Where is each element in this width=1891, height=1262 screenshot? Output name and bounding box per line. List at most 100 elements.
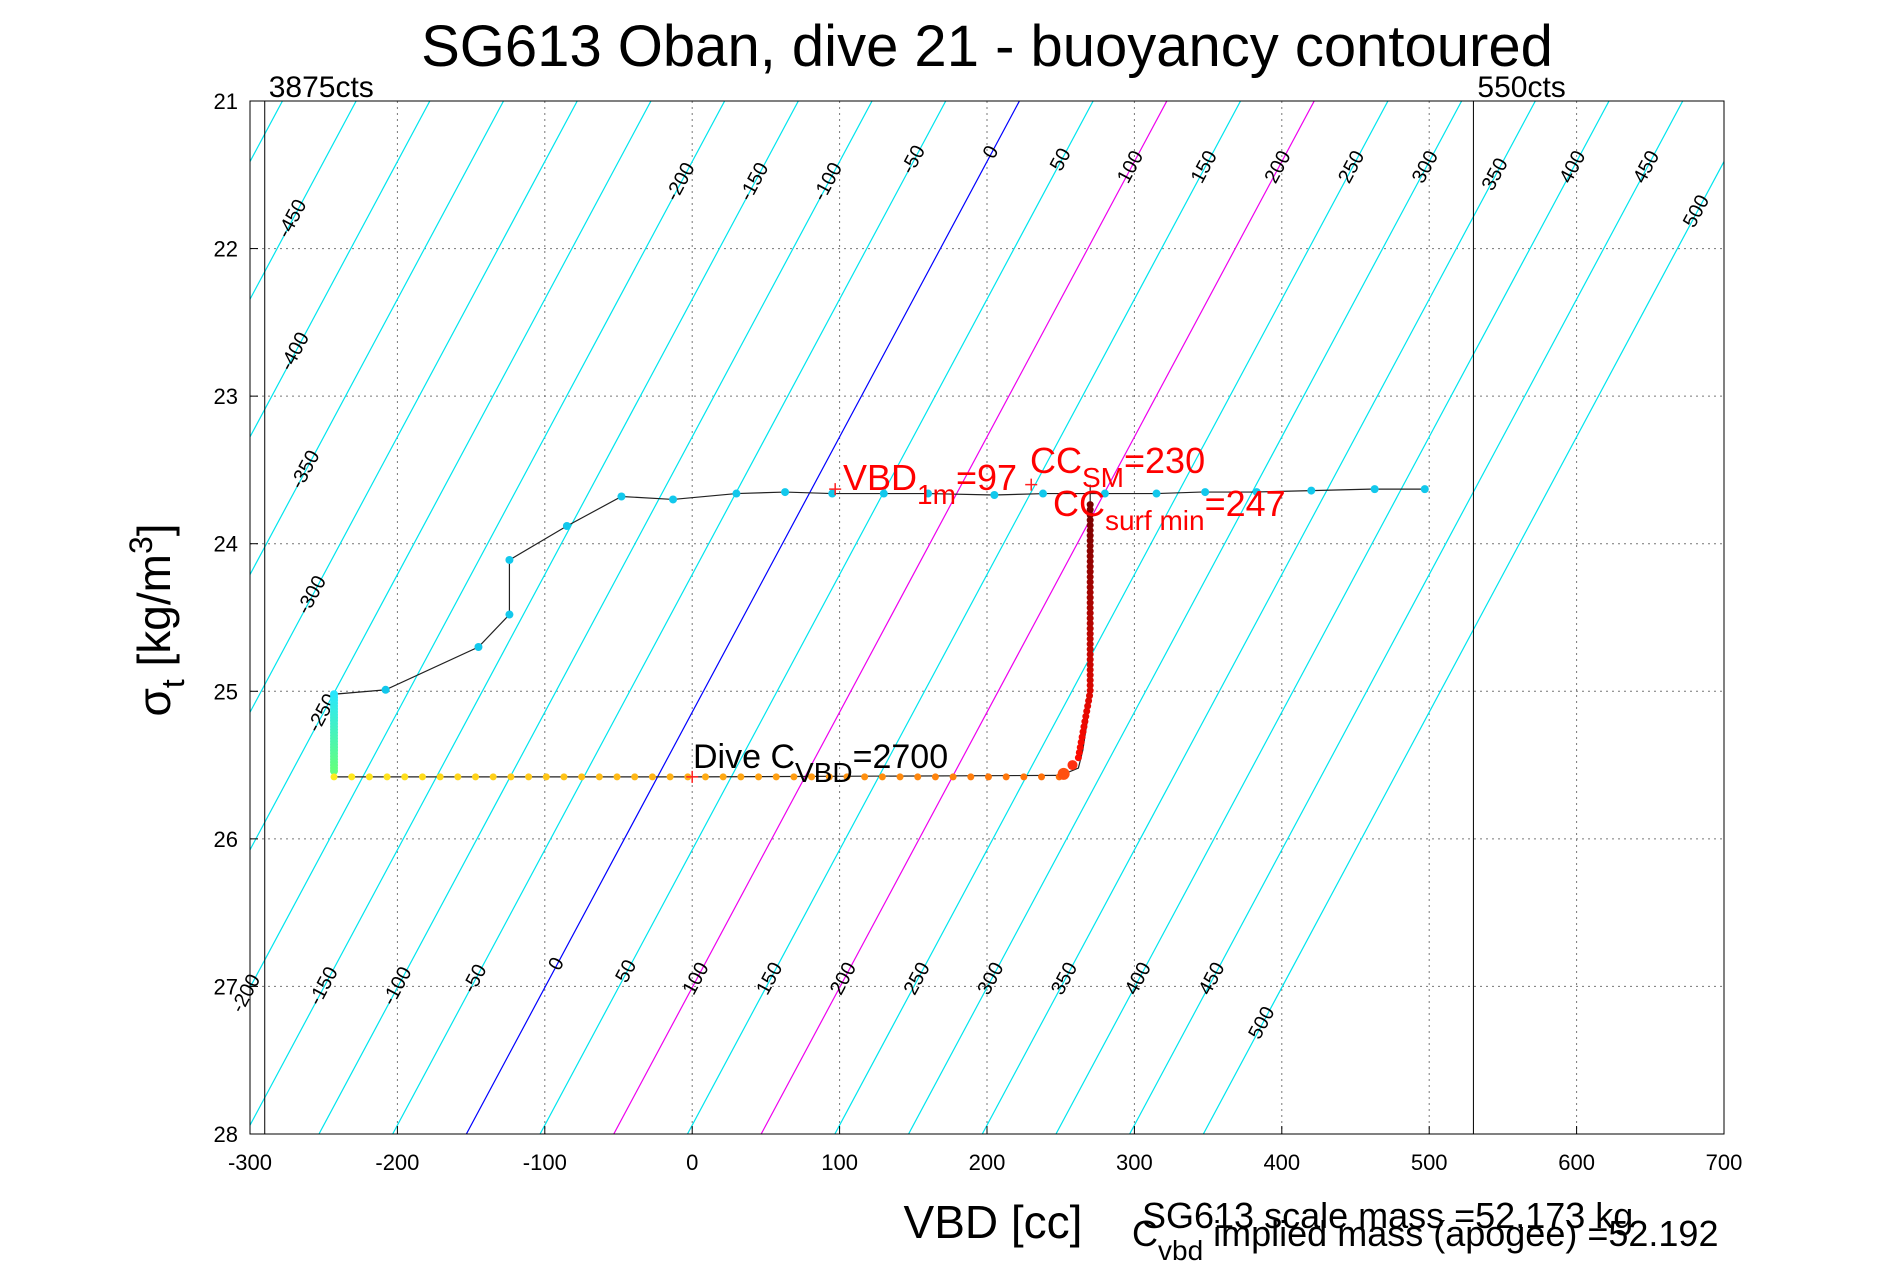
buoyancy-contour-line (981, 101, 1537, 1134)
y-tick-label: 26 (214, 827, 238, 852)
dive-point (1083, 707, 1091, 715)
dive-cvbd-sub: VBD (795, 757, 853, 788)
x-tick-label: -200 (375, 1150, 419, 1175)
dive-point (1086, 563, 1094, 571)
x-tick-label: -300 (228, 1150, 272, 1175)
dive-point (595, 773, 603, 781)
dive-point (772, 773, 780, 781)
dive-point (861, 773, 869, 781)
dive-point (984, 773, 992, 781)
y-tick-label: 25 (214, 679, 238, 704)
surface-point (879, 489, 888, 498)
surface-point (1252, 488, 1261, 497)
dive-point (1086, 645, 1094, 653)
dive-point (1086, 578, 1094, 586)
dive-point (1086, 614, 1094, 622)
dive-point (1086, 676, 1094, 684)
dive-point (1086, 619, 1094, 627)
dive-point (1084, 702, 1092, 710)
dive-point (1067, 760, 1078, 771)
annotations: VBD1m=97 CCSM=230 CCsurf min=247 Dive CV… (693, 440, 1286, 788)
dive-point (967, 773, 975, 781)
dive-point (1080, 723, 1088, 731)
implied-mass-sub: vbd (1158, 1235, 1203, 1262)
dive-point (896, 773, 904, 781)
dive-point (701, 773, 709, 781)
dive-point (542, 773, 550, 781)
buoyancy-contour-line (250, 101, 578, 714)
buoyancy-contour-line (250, 101, 431, 439)
dive-point (1086, 687, 1094, 695)
dive-point (1086, 599, 1094, 607)
dive-point (1002, 773, 1010, 781)
dive-point (1086, 516, 1094, 524)
x-tick-label: 700 (1706, 1150, 1743, 1175)
buoyancy-contour-line (907, 101, 1463, 1134)
vbd-1m-sub: 1m (917, 479, 956, 510)
implied-mass-text: Cvbd implied mass (apogee) =52.192 (1132, 1213, 1718, 1262)
chart-title: SG613 Oban, dive 21 - buoyancy contoured (421, 14, 1553, 79)
buoyancy-contour-line (465, 101, 1021, 1134)
dive-point (1086, 552, 1094, 560)
surface-point (828, 489, 837, 498)
surface-point (1370, 485, 1379, 494)
dive-point (808, 773, 816, 781)
dive-point (1086, 568, 1094, 576)
surface-point (381, 685, 390, 694)
y-axis-label-sup: 3 (123, 536, 159, 554)
buoyancy-contour-line (613, 101, 1168, 1134)
surface-point (1152, 489, 1161, 498)
dive-point (1086, 542, 1094, 550)
y-axis-ticks: 21 22 23 24 25 26 27 28 (214, 89, 258, 1147)
dive-point (436, 773, 444, 781)
surface-point (1420, 485, 1429, 494)
vbd-1m-main: VBD (843, 457, 917, 498)
buoyancy-contour-line (318, 101, 873, 1134)
dive-point (1086, 588, 1094, 596)
dive-point (1086, 604, 1094, 612)
buoyancy-contour-line (250, 101, 726, 989)
buoyancy-contour-line (539, 101, 1094, 1134)
dive-point (454, 773, 462, 781)
vbd-1m-label: VBD1m=97 (843, 457, 1017, 510)
cc-sm-main: CC (1030, 440, 1082, 481)
marker-cross (686, 770, 699, 783)
dive-point (1077, 738, 1085, 746)
y-axis-label-rest: [kg/m (128, 554, 180, 679)
dive-point (1086, 692, 1094, 700)
dive-point (1086, 506, 1094, 514)
dive-point (472, 773, 480, 781)
dive-point (755, 773, 763, 781)
dive-point (1086, 640, 1094, 648)
dive-point (666, 773, 674, 781)
y-axis-label-base: σ (128, 688, 180, 716)
surface-point (505, 610, 514, 619)
dive-point (1086, 656, 1094, 664)
count-label: 3875cts (269, 71, 374, 104)
dive-point (613, 773, 621, 781)
dive-point (489, 773, 497, 781)
dive-point (914, 773, 922, 781)
surface-point (474, 643, 483, 652)
dive-point (1086, 547, 1094, 555)
surface-point (781, 488, 790, 497)
dive-point (1086, 661, 1094, 669)
dive-point (1086, 681, 1094, 689)
cc-surf-min-rest: =247 (1205, 483, 1286, 524)
dive-point (1086, 630, 1094, 638)
dive-point (1075, 749, 1083, 757)
surface-point (1039, 489, 1048, 498)
buoyancy-contours (250, 101, 1724, 1134)
dive-point (949, 773, 957, 781)
surface-point (990, 491, 999, 500)
dive-point (737, 773, 745, 781)
buoyancy-contour-line (250, 101, 652, 852)
dive-point (1086, 501, 1094, 509)
dive-point (507, 773, 515, 781)
x-tick-label: -100 (523, 1150, 567, 1175)
dive-point (1082, 712, 1090, 720)
buoyancy-contour-line (392, 101, 947, 1134)
dive-point (1057, 767, 1070, 780)
surface-point (924, 489, 933, 498)
